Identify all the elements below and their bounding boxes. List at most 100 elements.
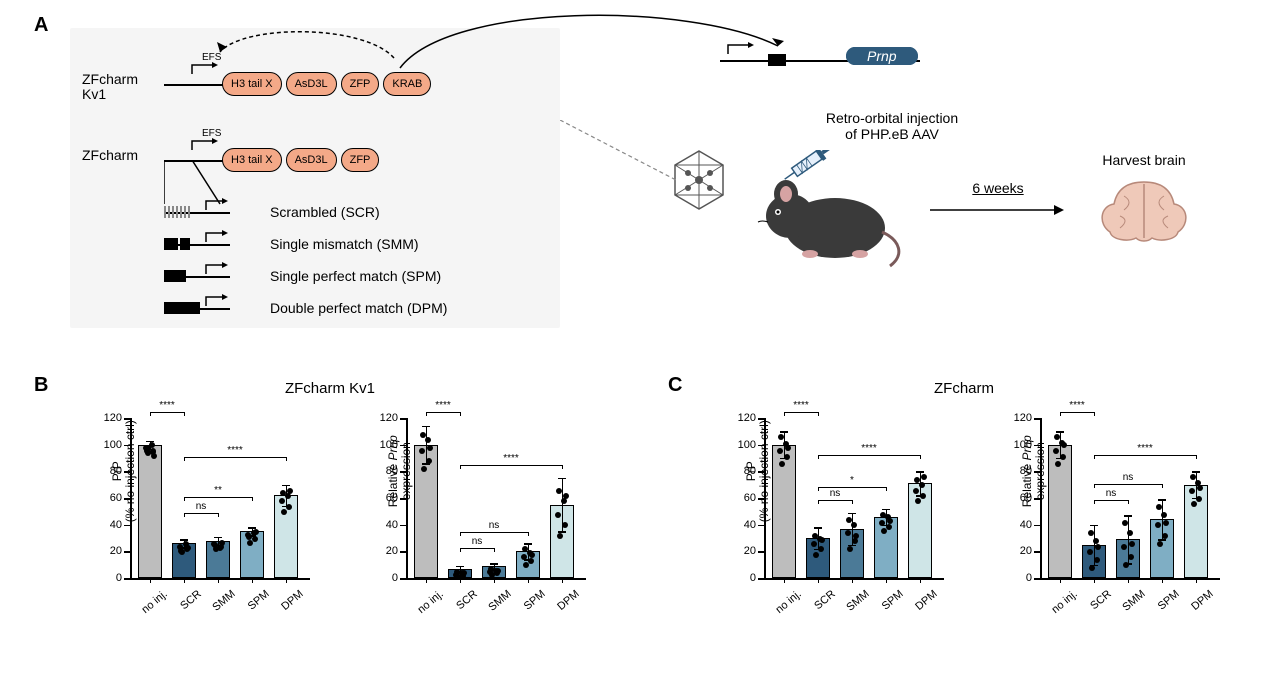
data-point: [846, 517, 852, 523]
data-point: [852, 538, 858, 544]
timeline-label: 6 weeks: [958, 180, 1038, 196]
panel-c-title: ZFcharm: [844, 380, 1084, 397]
bar-noinj: [138, 445, 162, 578]
data-point: [528, 558, 534, 564]
significance-label: ns: [1113, 472, 1143, 483]
significance-label: ****: [1130, 443, 1160, 454]
tss-arrow-prnp: [726, 42, 756, 56]
data-point: [421, 466, 427, 472]
pill-zfp: ZFP: [341, 148, 380, 172]
data-point: [1155, 522, 1161, 528]
y-axis-label: Relative Prnp expression: [1021, 411, 1047, 531]
data-point: [1095, 544, 1101, 550]
data-point: [454, 569, 460, 575]
y-axis-label: Relative Prnp expression: [387, 411, 413, 531]
data-point: [557, 533, 563, 539]
data-point: [887, 518, 893, 524]
construct-zf-label: ZFcharm: [82, 148, 156, 163]
data-point: [246, 534, 252, 540]
timeline-arrow: [930, 200, 1070, 220]
data-point: [562, 522, 568, 528]
significance-label: ****: [152, 400, 182, 411]
injection-label: Retro-orbital injection of PHP.eB AAV: [792, 110, 992, 142]
data-point: [880, 512, 886, 518]
chart-c2: 020406080100120Relative Prnp expressionn…: [994, 408, 1224, 648]
data-point: [1157, 541, 1163, 547]
data-point: [279, 498, 285, 504]
data-point: [563, 493, 569, 499]
data-point: [1122, 520, 1128, 526]
construct-kv1-label: ZFcharm Kv1: [82, 72, 156, 103]
data-point: [785, 445, 791, 451]
pill-zfp: ZFP: [341, 72, 380, 96]
data-point: [178, 548, 184, 554]
significance-label: ns: [820, 488, 850, 499]
data-point: [1089, 565, 1095, 571]
data-point: [212, 542, 218, 548]
data-point: [779, 461, 785, 467]
data-point: [1161, 512, 1167, 518]
data-point: [818, 546, 824, 552]
data-point: [425, 437, 431, 443]
significance-label: ****: [428, 400, 458, 411]
box-to-capsid-line: [560, 120, 690, 200]
panel-b-title: ZFcharm Kv1: [210, 380, 450, 397]
data-point: [427, 445, 433, 451]
significance-label: ****: [786, 400, 816, 411]
data-point: [252, 536, 258, 542]
significance-label: ns: [479, 520, 509, 531]
data-point: [813, 552, 819, 558]
data-point: [529, 552, 535, 558]
data-point: [420, 432, 426, 438]
chart-b2: 020406080100120Relative Prnp expressionn…: [360, 408, 590, 648]
variant-label: Single perfect match (SPM): [270, 268, 441, 284]
mouse-icon: [740, 150, 910, 270]
construct-zf-pills: H3 tail XAsD3LZFP: [222, 148, 383, 172]
prnp-gene: Prnp: [720, 36, 1000, 76]
data-point: [1197, 485, 1203, 491]
data-point: [1087, 549, 1093, 555]
data-point: [419, 448, 425, 454]
data-point: [1094, 557, 1100, 563]
data-point: [919, 482, 925, 488]
data-point: [1123, 562, 1129, 568]
data-point: [914, 477, 920, 483]
data-point: [488, 566, 494, 572]
variant-tss: [204, 294, 228, 308]
variant-label: Scrambled (SCR): [270, 204, 380, 220]
chart-b1: 020406080100120PrP(% no injection ctrl)n…: [84, 408, 314, 648]
data-point: [1189, 488, 1195, 494]
bar-noinj: [414, 445, 438, 578]
significance-label: **: [203, 485, 233, 496]
variant-tss: [204, 262, 228, 276]
data-point: [1061, 442, 1067, 448]
variant-binding-site: [164, 270, 186, 282]
panel-c-label: C: [668, 374, 682, 397]
data-point: [426, 458, 432, 464]
pill-asd3l: AsD3L: [286, 72, 337, 96]
data-point: [819, 537, 825, 543]
data-point: [1163, 520, 1169, 526]
data-point: [555, 512, 561, 518]
significance-label: ****: [1062, 400, 1092, 411]
y-axis-label: PrP(% no injection ctrl): [111, 411, 137, 531]
significance-label: ns: [186, 501, 216, 512]
data-point: [853, 533, 859, 539]
data-point: [1127, 530, 1133, 536]
data-point: [1196, 496, 1202, 502]
data-point: [1121, 544, 1127, 550]
line: [164, 84, 224, 86]
data-point: [845, 530, 851, 536]
data-point: [287, 488, 293, 494]
data-point: [921, 474, 927, 480]
variant-binding-site: [180, 238, 190, 250]
data-point: [920, 493, 926, 499]
data-point: [778, 434, 784, 440]
data-point: [1054, 434, 1060, 440]
data-point: [915, 498, 921, 504]
significance-label: *: [837, 475, 867, 486]
data-point: [521, 554, 527, 560]
data-point: [812, 533, 818, 539]
significance-label: ****: [854, 443, 884, 454]
data-point: [185, 545, 191, 551]
